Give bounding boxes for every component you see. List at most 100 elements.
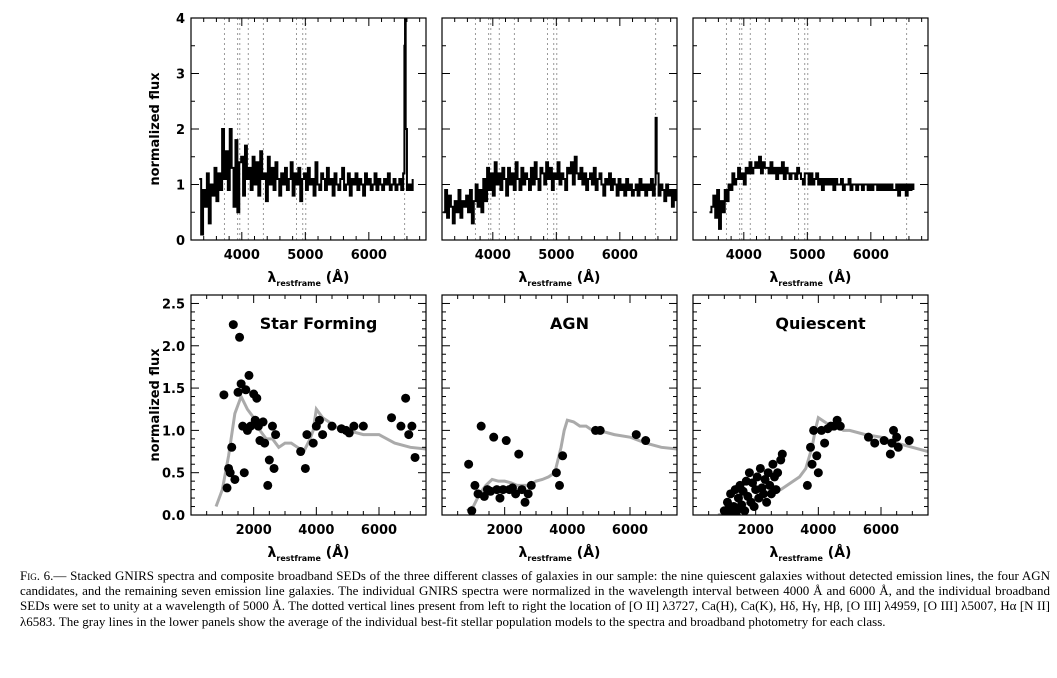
panel-bottom-right-data-point [768,459,778,469]
panel-bottom-middle-data-point [476,421,486,431]
panel-bottom-right-data-point [885,449,895,459]
panel-top-left-x-tick-label: 4000 [224,248,260,263]
panel-bottom-middle-data-point [479,491,489,501]
panel-bottom-middle-title: AGN [550,314,589,333]
panel-bottom-right-data-point [892,432,902,442]
panel-bottom-right-data-point [820,438,830,448]
panel-bottom-left-data-point [300,463,310,473]
panel-top-left-y-tick-label: 1 [176,179,185,194]
panel-bottom-left-data-point [258,417,268,427]
panel-bottom-right-data-point [733,493,743,503]
panel-bottom-middle-data-point [558,451,568,461]
panel-bottom-left-data-point [358,421,368,431]
panel-bottom-right-data-point [771,485,781,495]
panel-bottom-left-x-axis-label: λrestframe (Å) [268,544,350,563]
panel-bottom-right-data-point [809,425,819,435]
panel-bottom-right-data-point [740,506,750,515]
panel-bottom-left-data-point [314,415,324,425]
panel-top-left-spectrum-line [199,18,414,236]
panel-bottom-right-data-point [835,421,845,431]
panel-bottom-left-data-point [235,332,245,342]
panel-bottom-right-data-point [807,459,817,469]
panel-top-right-x-tick-label: 6000 [853,248,889,263]
panel-bottom-left-y-tick-label: 1.5 [162,382,185,397]
panel-bottom-left-data-point [349,421,359,431]
panel-bottom-left-x-tick-label: 6000 [361,523,397,538]
panel-bottom-left-data-point [308,438,318,448]
panel-bottom-left-y-tick-label: 2.5 [162,297,185,312]
panel-top-left-y-tick-label: 0 [176,234,185,249]
panel-bottom-left-data-point [267,421,277,431]
panel-bottom-left-y-tick-label: 2.0 [162,340,185,355]
panel-top-right-x-axis-label: λrestframe (Å) [770,269,852,288]
panel-top-middle-x-axis-label: λrestframe (Å) [519,269,601,288]
panel-bottom-left-model-line [214,392,426,508]
panel-bottom-middle-x-tick-label: 4000 [549,523,585,538]
panel-bottom-left-data-point [401,393,411,403]
panel-bottom-middle-data-point [489,432,499,442]
panel-bottom-left-data-point [387,413,397,423]
panel-top-right-frame [692,17,929,241]
panel-top-left-x-axis-label: λrestframe (Å) [268,269,350,288]
panel-bottom-right-data-point [806,442,815,452]
panel-bottom-middle-x-tick-label: 2000 [487,523,523,538]
panel-bottom-middle-data-point [551,468,561,478]
panel-bottom-right-x-tick-label: 6000 [863,523,899,538]
panel-bottom-middle-data-point [495,493,505,503]
panel-bottom-middle-data-point [641,436,651,446]
panel-bottom-right-data-point [759,489,768,499]
figure-canvas: 4000 5000 6000 0 1 2 3 4 normalized flux λrestfra… [148,12,929,563]
panel-bottom-middle-data-point [631,430,641,440]
panel-bottom-middle-data-point [498,485,508,495]
panel-top-right-x-tick-label: 5000 [789,248,825,263]
panel-bottom-left: 2000 4000 6000 0.0 0.5 1.0 1.5 2.0 2.5 normalized… [148,294,427,538]
panel-bottom-left-data-point [225,468,235,478]
panel-bottom-left-data-point [244,370,254,380]
panel-bottom-right-data-point [879,436,889,446]
caption-text: Stacked GNIRS spectra and composite broa… [20,568,1051,629]
panel-top-left-x-tick-label: 6000 [351,248,387,263]
panel-bottom-left-data-point [260,438,270,448]
panel-bottom-left-data-point [396,421,406,431]
panel-bottom-middle-data-point [501,436,511,446]
panel-bottom-right-data-point [813,468,823,478]
panel-bottom-left-y-tick-label: 1.0 [162,424,185,439]
panel-bottom-right-x-tick-label: 4000 [800,523,836,538]
panel-bottom-middle-data-point [514,449,524,459]
panel-bottom-left-data-point [296,447,306,457]
panel-bottom-left-data-point [407,421,417,431]
panel-bottom-right-data-point [863,432,873,442]
panel-top-middle-x-tick-label: 4000 [475,248,511,263]
panel-bottom-middle-x-tick-label: 6000 [612,523,648,538]
figure-caption: Fig. 6.— Stacked GNIRS spectra and compo… [20,568,1050,629]
panel-bottom-middle-data-point [470,480,480,490]
panel-bottom-middle-data-point [492,485,502,495]
panel-bottom-left-data-point [227,442,237,452]
panel-top-right-spectrum-line [709,155,915,230]
panel-top-left-y-axis-label: normalized flux [148,72,163,186]
panel-bottom-right-data-point [749,502,759,512]
panel-top-left-y-tick-label: 2 [176,123,185,138]
panel-top-right: 4000 5000 6000 [692,17,929,263]
panel-bottom-right-data-point [889,425,899,435]
panel-bottom-middle-data-point [467,506,477,515]
panel-bottom-left-y-tick-label: 0.0 [162,509,185,524]
panel-bottom-left-data-point [219,390,229,400]
panel-top-left-x-tick-label: 5000 [287,248,323,263]
panel-bottom-left-data-point [252,393,262,403]
panel-bottom-right-data-point [904,436,914,446]
panel-bottom-middle-data-point [526,480,536,490]
panel-bottom-middle-data-point [595,425,605,435]
panel-bottom-left-data-point [344,428,354,438]
panel-bottom-left-data-point [404,430,414,440]
panel-bottom-left-x-tick-label: 4000 [298,523,334,538]
panel-bottom-right-data-point [777,449,787,459]
panel-bottom-right-data-point [893,442,903,452]
panel-bottom-left-data-point [264,455,274,465]
panel-bottom-middle-model-line [466,418,677,513]
panel-bottom-left-data-point [318,430,328,440]
panel-bottom-right-model-line [717,415,928,515]
panel-bottom-left-data-point [271,430,281,440]
panel-bottom-right-data-point [870,438,880,448]
panel-bottom-left-data-point [241,385,251,395]
